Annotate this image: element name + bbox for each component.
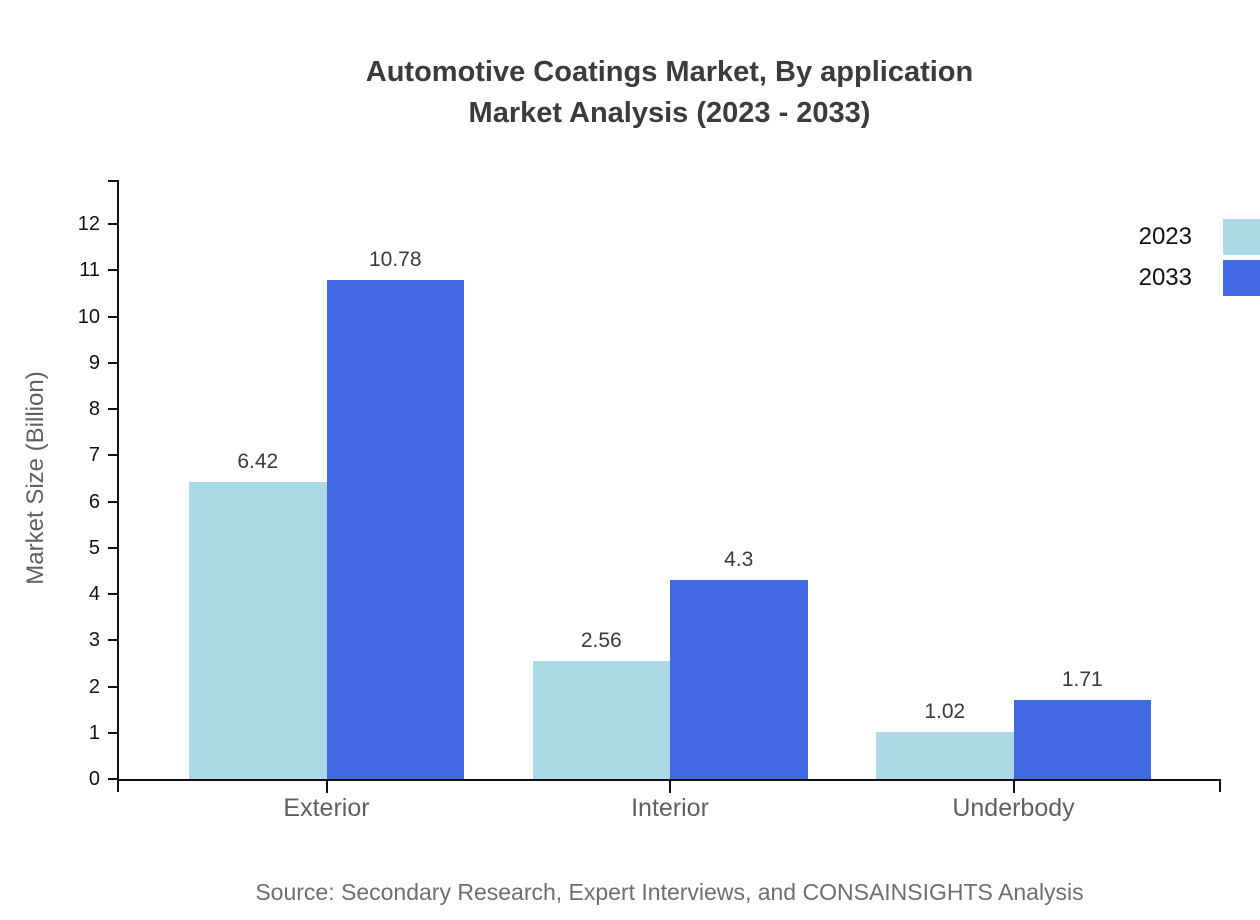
bar-2033-underbody <box>1013 699 1151 779</box>
y-tick-mark <box>108 315 118 318</box>
legend-item-2023: 2023 <box>1139 219 1260 255</box>
chart-title-line1: Automotive Coatings Market, By applicati… <box>365 56 974 88</box>
y-tick-mark <box>108 731 118 734</box>
chart-title: Automotive Coatings Market, By applicati… <box>118 52 1221 134</box>
category-label-interior: Interior <box>631 794 709 822</box>
y-tick-label: 9 <box>88 351 100 374</box>
x-tick-mark <box>669 781 671 793</box>
bar-2023-interior <box>532 660 670 779</box>
y-tick-mark <box>108 778 118 780</box>
x-axis-line <box>117 779 1221 781</box>
y-tick-label: 10 <box>77 305 100 328</box>
value-label: 6.42 <box>237 450 279 474</box>
source-note: Source: Secondary Research, Expert Inter… <box>255 879 1084 905</box>
y-tick-label: 7 <box>88 444 100 467</box>
y-tick-mark <box>108 546 118 549</box>
legend-label: 2033 <box>1138 264 1192 291</box>
bar-2023-underbody <box>876 731 1014 779</box>
y-tick-label: 3 <box>88 629 100 652</box>
legend-swatch-icon <box>1223 219 1260 255</box>
y-tick-mark <box>108 223 118 225</box>
value-label: 4.3 <box>724 548 754 572</box>
y-tick-label: 0 <box>88 768 100 790</box>
legend-swatch-icon <box>1223 260 1260 296</box>
x-axis-end-tick <box>1219 779 1221 792</box>
value-label: 2.56 <box>580 628 622 652</box>
y-tick-mark <box>108 639 118 642</box>
legend-item-2033: 2033 <box>1139 260 1260 296</box>
y-axis-line <box>117 180 119 792</box>
bar-2023-exterior <box>189 482 327 779</box>
y-tick-mark <box>108 685 118 688</box>
y-tick-label: 2 <box>88 675 100 698</box>
x-tick-mark <box>325 781 328 793</box>
y-tick-label: 1 <box>88 721 100 744</box>
bar-2033-exterior <box>326 280 464 779</box>
y-tick-mark <box>108 361 118 364</box>
y-tick-label: 11 <box>79 259 100 282</box>
y-tick-mark <box>108 269 118 272</box>
category-label-underbody: Underbody <box>952 794 1075 822</box>
x-tick-mark <box>1012 781 1015 793</box>
value-label: 1.71 <box>1061 667 1103 691</box>
y-axis-end-tick <box>108 180 118 182</box>
y-tick-mark <box>108 408 118 410</box>
y-tick-label: 4 <box>88 583 100 605</box>
y-tick-label: 5 <box>88 536 100 559</box>
legend-label: 2023 <box>1138 223 1192 250</box>
y-tick-label: 8 <box>88 398 100 420</box>
chart-title-line2: Market Analysis (2023 - 2033) <box>468 97 871 129</box>
y-tick-mark <box>108 454 118 457</box>
value-label: 10.78 <box>368 248 422 272</box>
y-tick-label: 12 <box>77 213 100 235</box>
y-tick-mark <box>108 500 118 503</box>
bar-2033-interior <box>670 580 808 779</box>
y-tick-label: 6 <box>88 490 100 513</box>
category-label-exterior: Exterior <box>283 794 370 822</box>
y-tick-mark <box>108 593 118 595</box>
value-label: 1.02 <box>924 699 966 723</box>
